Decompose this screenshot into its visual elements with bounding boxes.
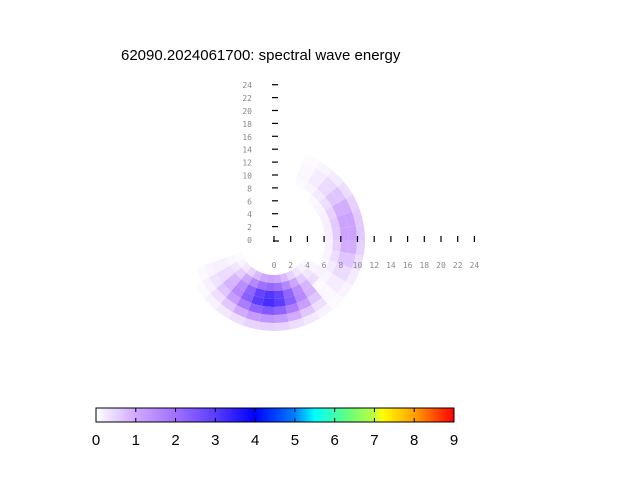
x-tick-label: 2 — [288, 261, 293, 270]
x-tick-label: 4 — [305, 261, 310, 270]
x-tick-label: 24 — [470, 261, 480, 270]
y-tick-label: 6 — [247, 197, 252, 206]
colorbar-label: 1 — [132, 432, 140, 449]
x-tick-label: 20 — [436, 261, 446, 270]
colorbar-label: 8 — [410, 432, 418, 449]
y-tick-label: 24 — [242, 81, 252, 90]
x-tick-label: 16 — [403, 261, 413, 270]
x-tick-label: 0 — [272, 261, 277, 270]
y-tick-label: 18 — [242, 120, 252, 129]
chart-title: 62090.2024061700: spectral wave energy — [121, 47, 401, 64]
colorbar-label: 4 — [251, 432, 259, 449]
x-tick-label: 10 — [353, 261, 363, 270]
x-tick-label: 8 — [338, 261, 343, 270]
x-tick-label: 6 — [322, 261, 327, 270]
colorbar-label: 2 — [171, 432, 179, 449]
y-tick-label: 22 — [242, 94, 252, 103]
x-tick-label: 14 — [386, 261, 396, 270]
colorbar-label: 5 — [291, 432, 299, 449]
x-tick-label: 12 — [369, 261, 379, 270]
x-tick-label: 18 — [419, 261, 429, 270]
x-tick-label: 22 — [453, 261, 463, 270]
colorbar-label: 0 — [92, 432, 100, 449]
y-tick-label: 4 — [247, 210, 252, 219]
y-tick-label: 14 — [242, 146, 252, 155]
colorbar-label: 7 — [370, 432, 378, 449]
y-tick-label: 0 — [247, 236, 252, 245]
colorbar-label: 3 — [211, 432, 219, 449]
y-tick-label: 10 — [242, 172, 252, 181]
y-tick-label: 12 — [242, 159, 252, 168]
y-tick-label: 2 — [247, 223, 252, 232]
colorbar-label: 6 — [330, 432, 338, 449]
energy-field — [195, 154, 365, 331]
colorbar: 0 1 2 3 4 5 6 7 8 9 — [92, 407, 458, 449]
y-tick-label: 20 — [242, 107, 252, 116]
y-tick-label: 16 — [242, 133, 252, 142]
y-tick-label: 8 — [247, 184, 252, 193]
colorbar-label: 9 — [450, 432, 458, 449]
